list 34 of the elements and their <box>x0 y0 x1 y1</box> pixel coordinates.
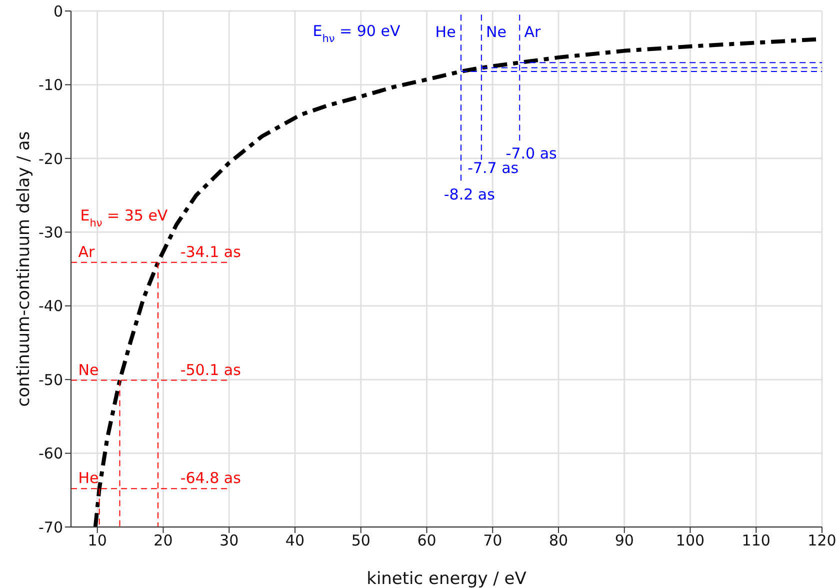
annotation: He <box>435 22 456 41</box>
y-tick-label: -10 <box>38 76 63 94</box>
annotation: -64.8 as <box>180 468 242 487</box>
x-tick-label: 10 <box>88 532 107 550</box>
annotation: Ar <box>78 243 96 262</box>
x-tick-label: 50 <box>351 532 370 550</box>
annotation: -8.2 as <box>444 186 496 204</box>
x-tick-label: 90 <box>614 532 634 550</box>
x-tick-label: 60 <box>417 532 436 550</box>
x-tick-label: 110 <box>742 532 770 550</box>
y-tick-label: 0 <box>53 2 63 20</box>
annotation: E$_{hν}$ = 35 eV <box>80 206 168 230</box>
y-tick-label: -30 <box>38 223 63 242</box>
annotation: -34.1 as <box>180 243 242 262</box>
x-tick-label: 30 <box>220 532 239 550</box>
x-tick-label: 70 <box>483 532 502 550</box>
x-axis-title: kinetic energy / eV <box>366 569 527 588</box>
y-tick-label: -60 <box>38 444 63 463</box>
y-axis-title: continuum-continuum delay / as <box>14 131 34 407</box>
x-tick-label: 100 <box>676 532 705 550</box>
annotation: -50.1 as <box>180 361 242 380</box>
y-tick-label: -40 <box>38 297 63 316</box>
y-tick-label: -20 <box>38 150 63 168</box>
annotation: Ar <box>524 22 542 41</box>
annotation: He <box>78 468 99 487</box>
y-tick-label: -50 <box>38 370 63 389</box>
y-tick-label: -70 <box>38 518 63 536</box>
annotation: Ne <box>486 22 506 41</box>
annotation: Ne <box>78 361 99 380</box>
x-tick-label: 120 <box>808 532 836 550</box>
x-tick-label: 40 <box>285 532 305 550</box>
x-tick-label: 80 <box>548 532 568 550</box>
annotation: E$_{hν}$ = 90 eV <box>312 22 401 46</box>
x-tick-label: 20 <box>154 532 173 550</box>
